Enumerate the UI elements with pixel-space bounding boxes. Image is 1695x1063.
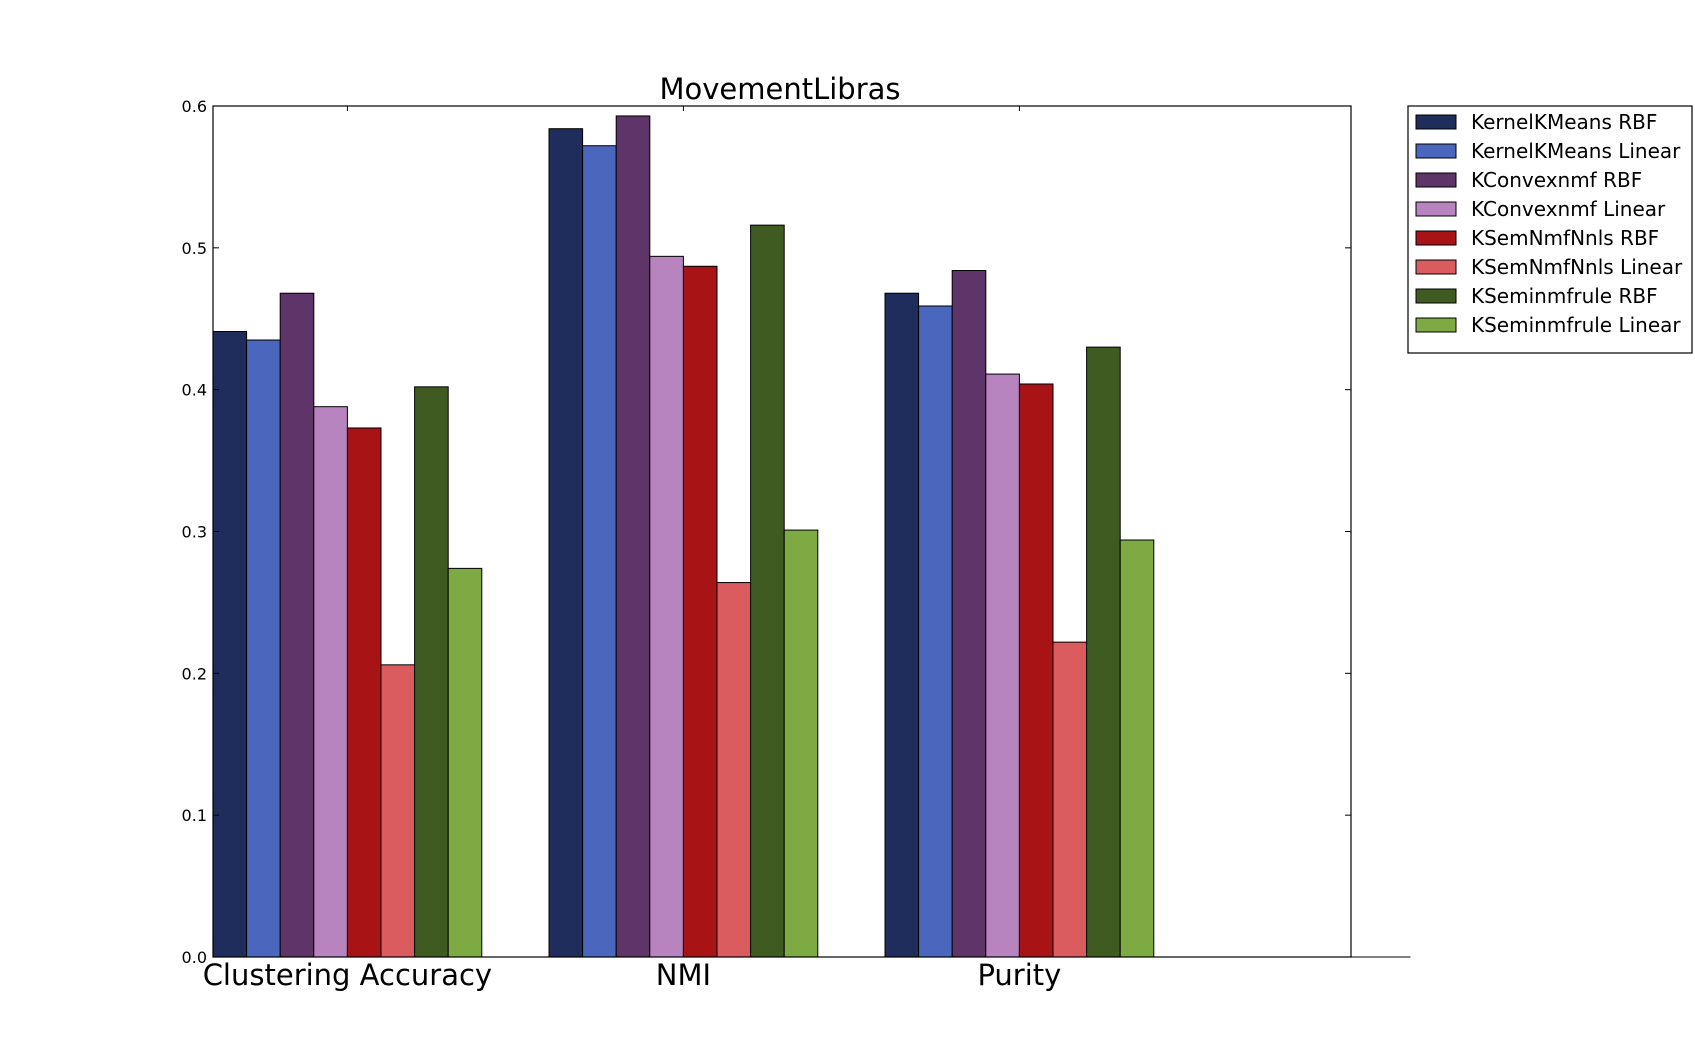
bar-0-6 xyxy=(414,386,449,958)
bar-2-1 xyxy=(918,305,953,958)
bar-1-5 xyxy=(716,582,752,958)
legend-swatch xyxy=(1415,317,1457,333)
legend-label: KConvexnmf Linear xyxy=(1471,197,1666,221)
legend-label: KSemNmfNnls RBF xyxy=(1471,226,1659,250)
bar-1-6 xyxy=(750,224,785,958)
bar-2-3 xyxy=(985,373,1020,958)
bar-0-1 xyxy=(246,339,281,958)
y-tick-label: 0.0 xyxy=(182,948,207,967)
bar-1-0 xyxy=(548,128,584,958)
legend-swatch xyxy=(1415,172,1457,188)
bar-2-7 xyxy=(1119,539,1155,958)
chart-title: MovementLibras xyxy=(659,72,900,106)
legend-swatch xyxy=(1415,230,1457,246)
bar-2-0 xyxy=(884,292,920,958)
bar-2-6 xyxy=(1086,346,1121,958)
bar-0-7 xyxy=(447,567,483,958)
legend-swatch xyxy=(1415,114,1457,130)
bars-group xyxy=(212,115,1155,958)
legend-swatch xyxy=(1415,259,1457,275)
axes-group: Clustering Accuracy NMI Purity 0.0 0.1 0.2 0.3… xyxy=(182,97,1411,992)
bar-0-2 xyxy=(279,292,315,958)
legend-label: KSeminmfrule Linear xyxy=(1471,313,1681,337)
bar-2-2 xyxy=(951,270,987,958)
category-label: NMI xyxy=(656,958,711,992)
y-tick-label: 0.2 xyxy=(182,664,207,683)
legend: KernelKMeans RBF KernelKMeans Linear KConv… xyxy=(1407,105,1693,354)
category-label: Clustering Accuracy xyxy=(203,958,492,992)
y-tick-label: 0.6 xyxy=(182,97,207,116)
bar-2-5 xyxy=(1052,641,1088,958)
plot-frame xyxy=(212,105,1352,958)
legend-swatch xyxy=(1415,288,1457,304)
bar-2-4 xyxy=(1018,383,1054,958)
bar-1-2 xyxy=(615,115,651,958)
legend-label: KernelKMeans RBF xyxy=(1471,110,1657,134)
y-tick-label: 0.5 xyxy=(182,239,207,258)
bar-0-5 xyxy=(380,664,416,958)
legend-swatch xyxy=(1415,201,1457,217)
bar-0-3 xyxy=(313,406,348,958)
bar-0-4 xyxy=(346,427,382,958)
legend-label: KernelKMeans Linear xyxy=(1471,139,1681,163)
legend-label: KConvexnmf RBF xyxy=(1471,168,1642,192)
legend-label: KSemNmfNnls Linear xyxy=(1471,255,1683,279)
legend-label: KSeminmfrule RBF xyxy=(1471,284,1658,308)
bar-1-4 xyxy=(682,265,718,958)
bar-1-3 xyxy=(649,255,684,958)
y-tick-label: 0.4 xyxy=(182,381,207,400)
bar-0-0 xyxy=(212,331,248,958)
legend-swatch xyxy=(1415,143,1457,159)
category-label: Purity xyxy=(977,958,1061,992)
y-tick-label: 0.1 xyxy=(182,806,207,825)
y-tick-label: 0.3 xyxy=(182,523,207,542)
bar-1-1 xyxy=(582,145,617,958)
bar-1-7 xyxy=(783,529,819,958)
